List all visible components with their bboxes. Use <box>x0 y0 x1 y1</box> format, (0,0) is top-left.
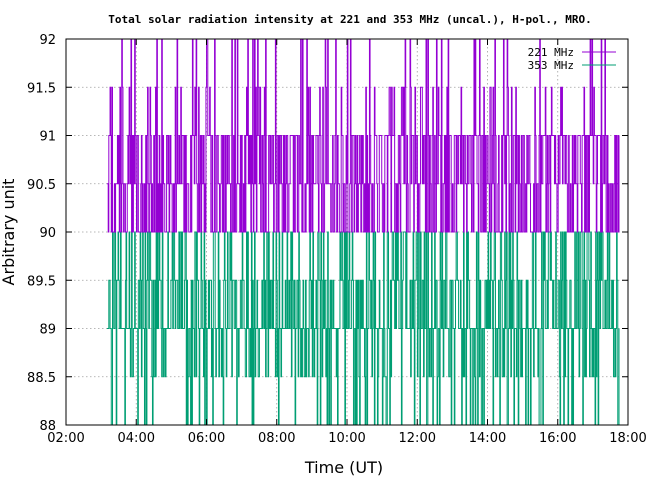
x-tick-label: 06:00 <box>188 431 225 446</box>
x-tick-label: 02:00 <box>47 431 84 446</box>
x-tick-label: 08:00 <box>258 431 295 446</box>
y-tick-label: 88.5 <box>27 371 56 386</box>
y-tick-label: 88 <box>39 419 56 434</box>
tick-marks <box>65 38 629 426</box>
y-axis-label: Arbitrary unit <box>0 179 18 286</box>
y-tick-label: 89 <box>39 323 56 338</box>
x-tick-label: 04:00 <box>118 431 155 446</box>
x-tick-label: 14:00 <box>469 431 506 446</box>
y-tick-label: 90.5 <box>27 178 56 193</box>
series-line-221mhz <box>106 38 620 233</box>
legend-label: 353 MHz <box>528 59 574 72</box>
x-tick-label: 18:00 <box>609 431 646 446</box>
x-tick-label: 10:00 <box>328 431 365 446</box>
x-tick-label: 16:00 <box>539 431 576 446</box>
series-group <box>106 38 620 426</box>
y-tick-label: 91.5 <box>27 81 56 96</box>
legend-label: 221 MHz <box>528 46 574 59</box>
y-tick-label: 92 <box>39 33 56 48</box>
series-line-353mhz <box>106 231 620 426</box>
x-axis-label: Time (UT) <box>304 458 383 477</box>
y-tick-label: 90 <box>39 226 56 241</box>
tick-labels: 02:00 04:00 06:00 08:00 10:00 12:00 14:00 16:00… <box>27 33 647 446</box>
y-tick-label: 89.5 <box>27 274 56 289</box>
chart-title: Total solar radiation intensity at 221 a… <box>108 13 591 26</box>
y-tick-label: 91 <box>39 130 56 145</box>
x-tick-label: 12:00 <box>399 431 436 446</box>
